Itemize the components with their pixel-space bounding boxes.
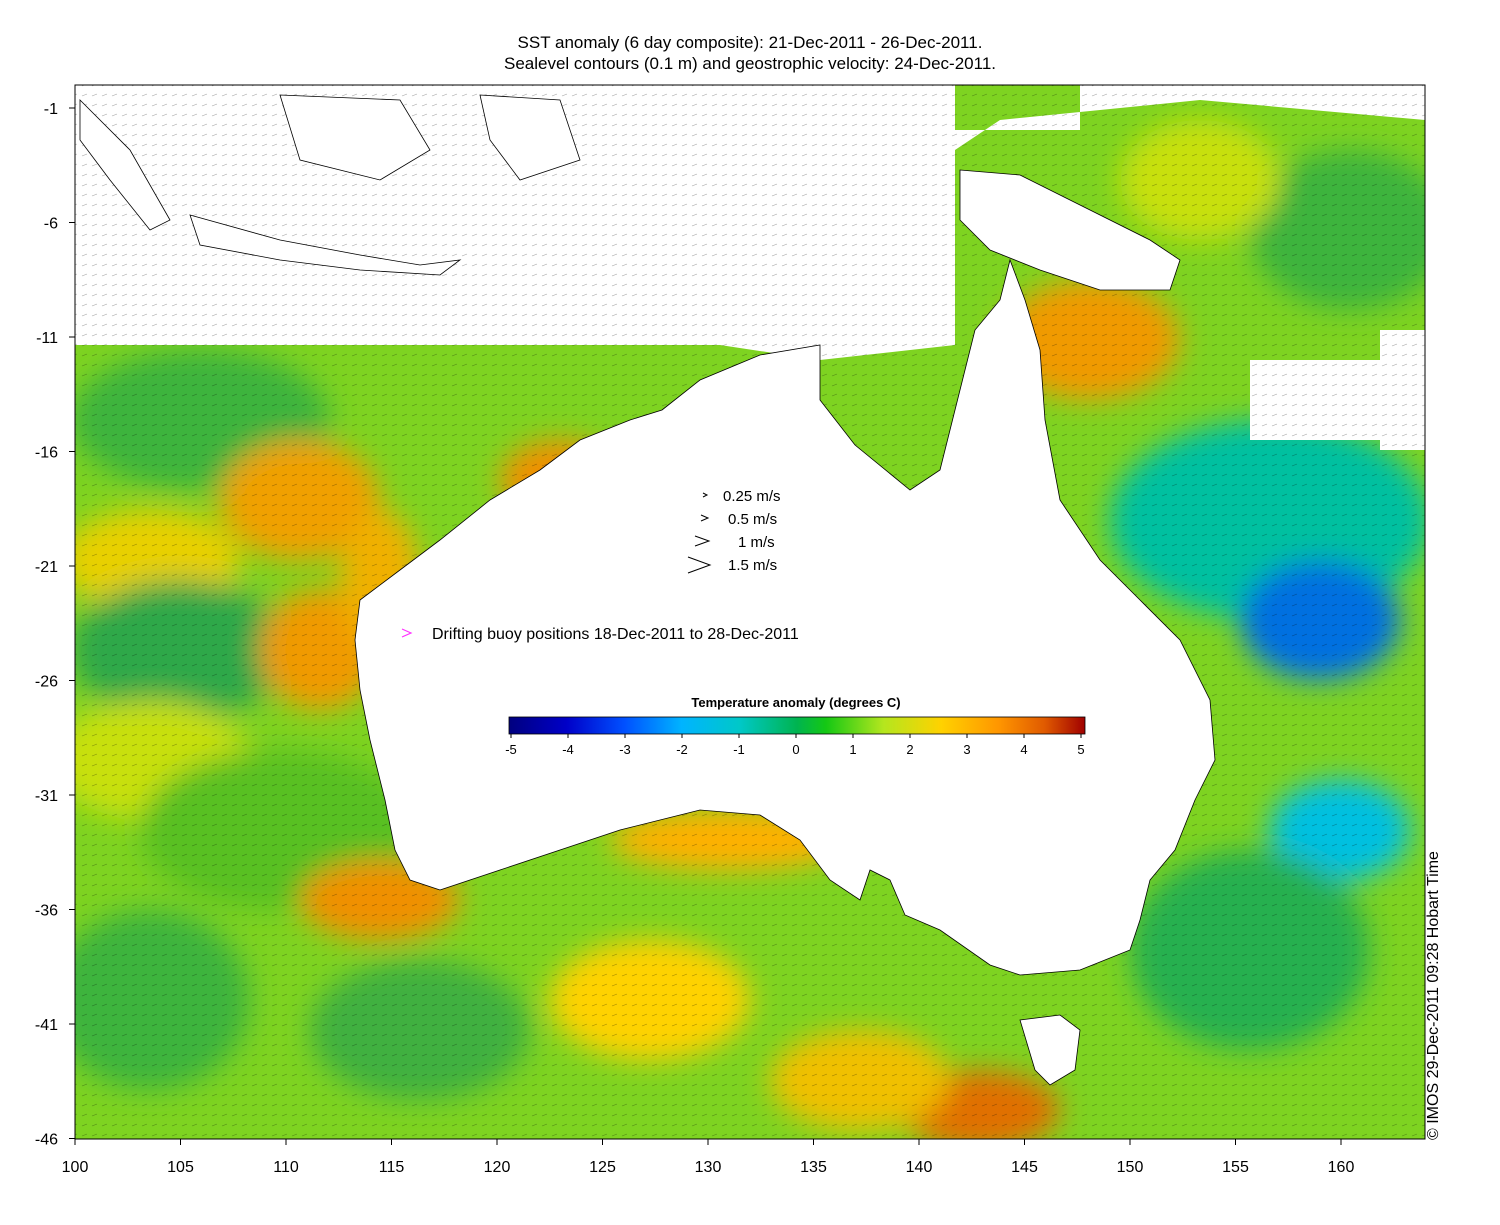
x-tick-label: 115 — [379, 1159, 405, 1176]
velocity-label-1: 1 m/s — [738, 534, 775, 551]
colorbar-tick-label: 4 — [1020, 742, 1027, 757]
map-title-line2: Sealevel contours (0.1 m) and geostrophi… — [504, 54, 996, 73]
tasmania — [1019, 1014, 1081, 1086]
colorbar-tick-label: 1 — [849, 742, 856, 757]
velocity-label-05: 0.5 m/s — [728, 511, 777, 528]
x-tick-label: 155 — [1222, 1159, 1249, 1176]
velocity-arrow-05 — [700, 514, 710, 522]
x-tick-label: 110 — [273, 1159, 299, 1176]
velocity-arrow-1 — [694, 535, 711, 547]
colorbar-tick-label: 5 — [1077, 742, 1084, 757]
colorbar-tick-label: -3 — [619, 742, 631, 757]
y-tick-label: -26 — [35, 674, 58, 691]
velocity-legend: 0.25 m/s 0.5 m/s 1 m/s 1.5 m/s — [687, 488, 781, 574]
plot-frame — [74, 84, 1426, 1140]
x-tick-label: 130 — [695, 1159, 722, 1176]
y-axis: -1 -6 -11 -16 -21 -26 -31 -36 -41 -46 — [35, 101, 75, 1149]
buoy-legend: Drifting buoy positions 18-Dec-2011 to 2… — [401, 626, 799, 643]
colorbar: Temperature anomaly (degrees C) -5 -4 -3 -2… — [505, 695, 1086, 757]
x-axis: 100 105 110 115 120 125 130 135 140 145 150 155 160 — [62, 1139, 1355, 1176]
x-tick-label: 105 — [167, 1159, 194, 1176]
x-tick-label: 140 — [906, 1159, 933, 1176]
buoy-marker-icon — [401, 628, 413, 638]
buoy-legend-label: Drifting buoy positions 18-Dec-2011 to 2… — [432, 626, 799, 643]
colorbar-tick-label: 2 — [906, 742, 913, 757]
colorbar-tick-label: -2 — [676, 742, 688, 757]
y-tick-label: -41 — [35, 1017, 58, 1034]
colorbar-tick-label: 3 — [963, 742, 970, 757]
imos-credit: © IMOS 29-Dec-2011 09:28 Hobart Time — [1425, 851, 1442, 1140]
y-tick-label: -46 — [35, 1132, 58, 1149]
indonesia-islands — [189, 214, 462, 276]
y-tick-label: -6 — [44, 216, 58, 233]
colorbar-tick-label: -5 — [505, 742, 517, 757]
velocity-label-15: 1.5 m/s — [728, 557, 777, 574]
map-title-line1: SST anomaly (6 day composite): 21-Dec-20… — [517, 33, 983, 52]
y-tick-label: -31 — [35, 788, 58, 805]
velocity-arrow-15 — [687, 556, 712, 574]
x-tick-label: 145 — [1011, 1159, 1038, 1176]
y-tick-label: -36 — [35, 903, 58, 920]
sst-field — [75, 85, 1425, 1139]
y-tick-label: -1 — [44, 101, 58, 118]
australia-landmass — [354, 258, 1216, 976]
colorbar-tick-label: -4 — [562, 742, 574, 757]
colorbar-tick-label: 0 — [792, 742, 799, 757]
colorbar-title: Temperature anomaly (degrees C) — [691, 695, 900, 710]
y-tick-label: -11 — [36, 330, 58, 347]
velocity-arrow-025 — [702, 492, 709, 498]
velocity-label-025: 0.25 m/s — [723, 488, 781, 505]
x-tick-label: 150 — [1117, 1159, 1144, 1176]
y-tick-label: -21 — [35, 559, 58, 576]
x-tick-label: 160 — [1328, 1159, 1355, 1176]
colorbar-tick-label: -1 — [733, 742, 745, 757]
x-tick-label: 100 — [62, 1159, 89, 1176]
new-guinea — [959, 169, 1181, 291]
x-tick-label: 120 — [484, 1159, 511, 1176]
colorbar-gradient — [508, 716, 1086, 735]
x-tick-label: 125 — [589, 1159, 616, 1176]
x-tick-label: 135 — [800, 1159, 827, 1176]
y-tick-label: -16 — [35, 445, 58, 462]
